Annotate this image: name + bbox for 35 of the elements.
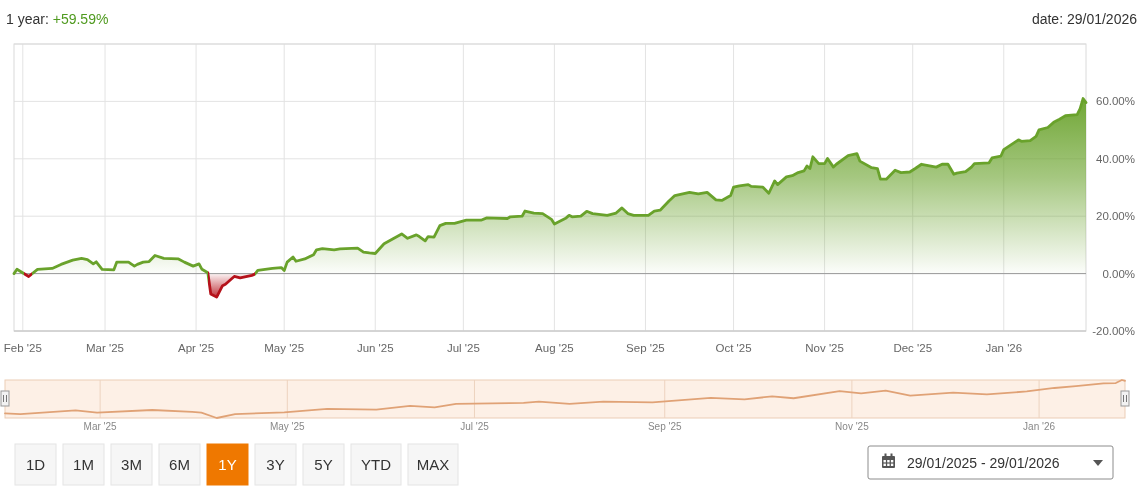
x-tick-label: May '25 <box>269 421 306 432</box>
time-range-button: MAX <box>407 443 459 486</box>
y-tick-label: -20.00% <box>1092 325 1135 337</box>
y-tick-label: 40.00% <box>1095 152 1135 165</box>
x-tick-label: Feb '25 <box>3 342 42 354</box>
x-tick-label: May '25 <box>264 342 305 354</box>
x-tick-label: Oct '25 <box>715 342 752 354</box>
time-range-button: 1D <box>14 443 57 486</box>
time-range-button: 1Y <box>206 443 249 486</box>
time-range-button: 1M <box>62 443 105 486</box>
x-tick-label: Jan '26 <box>985 342 1023 354</box>
x-tick-label: Sep '25 <box>626 342 665 354</box>
x-tick-label: Nov '25 <box>805 342 844 354</box>
x-tick-label: Mar '25 <box>86 342 125 354</box>
x-tick-label: Jan '26 <box>1023 421 1056 432</box>
time-range-button: YTD <box>350 443 402 486</box>
y-tick-label: 20.00% <box>1095 210 1135 223</box>
date-range-field: 29/01/2025 - 29/01/2026 <box>867 445 1114 480</box>
x-tick-label: Apr '25 <box>178 342 215 354</box>
time-range-button: 3M <box>110 443 153 486</box>
y-tick-label: 0.00% <box>1102 267 1135 280</box>
x-tick-label: Aug '25 <box>535 342 574 354</box>
time-range-button: 3Y <box>254 443 297 486</box>
x-tick-label: Jul '25 <box>446 342 480 354</box>
x-tick-label: Dec '25 <box>893 342 933 354</box>
x-tick-label: Jun '25 <box>356 342 394 354</box>
y-tick-label: 60.00% <box>1095 95 1135 108</box>
x-tick-label: Sep '25 <box>647 421 682 432</box>
x-tick-label: Mar '25 <box>83 421 118 432</box>
time-range-button: 5Y <box>302 443 345 486</box>
text: date: 29/01/2026 <box>1031 11 1138 27</box>
time-range-button: 6M <box>158 443 201 486</box>
chart-title: 1 year: +59.59% <box>6 11 109 27</box>
x-tick-label: Nov '25 <box>835 421 870 432</box>
x-tick-label: Jul '25 <box>460 421 490 432</box>
